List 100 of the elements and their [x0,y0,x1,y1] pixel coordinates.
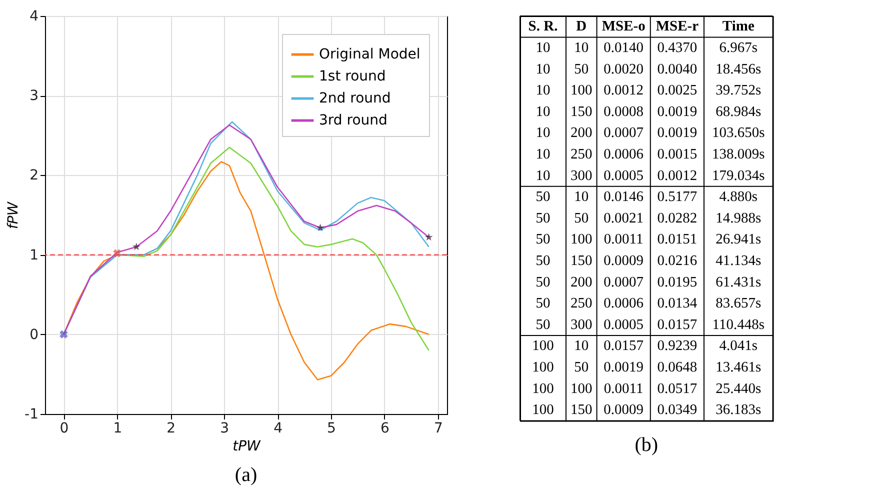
text: 0.0151 [657,232,698,248]
text: 0.0648 [657,359,698,376]
text: 0.0019 [604,359,644,376]
text: 0.0015 [657,146,698,162]
text: 10 [574,338,589,354]
text: 50 [536,232,550,248]
text: 41.134s [716,252,762,269]
x-axis-title: tPW [232,438,262,454]
y-tick-label: 3 [30,88,38,104]
legend-label: 2nd round [319,90,391,106]
text: 50 [536,210,550,226]
text: 100 [532,338,554,354]
text: 50 [574,61,589,78]
x-tick-label: 2 [166,420,176,436]
x-tick-label: 0 [60,420,69,436]
text: 83.657s [716,296,762,312]
text: 100 [532,402,554,418]
text: 0.0012 [604,82,644,99]
x-tick-label: 6 [380,420,390,436]
text: 179.034s [712,168,766,184]
text: 13.461s [716,359,762,376]
text: 25.440s [716,380,762,397]
text: 0.0011 [604,380,644,397]
text: 0.0019 [657,104,698,120]
legend-label: 3rd round [319,112,388,128]
text: 0.5177 [657,189,698,206]
text: 10 [536,104,550,120]
text: 0.0216 [657,252,698,269]
text: 50 [536,316,550,333]
text: 50 [574,359,589,376]
point [132,242,140,250]
text: 100 [570,380,592,397]
text: 0.0005 [604,316,644,333]
category-label: Time [722,18,755,35]
text: 4.880s [719,189,758,206]
legend-label: 1st round [319,68,386,84]
text: 10 [574,40,589,56]
text: 61.431s [716,274,762,290]
text: 0.0008 [604,104,644,120]
text: 300 [570,316,592,333]
text: 0.0146 [604,189,644,206]
text: 0.0006 [604,296,644,312]
y-tick-label: 1 [30,247,38,264]
text: 200 [570,274,592,290]
text: 4.041s [719,338,758,354]
point [60,330,68,339]
text: 0.0040 [657,61,698,78]
text: 100 [532,359,554,376]
x-tick-label: 3 [220,420,230,436]
text: 0.9239 [657,338,698,354]
text: 0.0019 [657,125,698,142]
point [424,233,433,241]
text: 0.0282 [657,210,698,226]
text: 0.0007 [604,125,644,142]
text: 0.0005 [604,168,644,184]
text: 50 [574,210,589,226]
text: 50 [536,189,550,206]
y-tick-label: -1 [24,406,38,422]
text: 200 [570,125,592,142]
text: 0.0025 [657,82,698,99]
text: 10 [536,168,550,184]
text: 0.0349 [657,402,698,418]
x-tick-label: 1 [113,420,122,436]
text: 0.0007 [604,274,644,290]
text: 150 [570,252,592,269]
y-tick-label: 4 [30,8,39,24]
text: 36.183s [716,402,762,418]
text: 50 [536,252,550,269]
text: 10 [536,125,550,142]
category-label: MSE-o [602,18,646,35]
text: 250 [570,146,592,162]
text: 300 [570,168,592,184]
text: 0.0009 [604,402,644,418]
text: 100 [570,232,592,248]
text: 100 [570,82,592,99]
x-tick-label: 4 [274,420,283,436]
text: 0.0195 [657,274,698,290]
text: 0.0006 [604,146,644,162]
text: 0.0009 [604,252,644,269]
text: 10 [536,61,550,78]
text: (b) [634,434,658,456]
category-label: MSE-r [656,18,700,35]
text: 0.0134 [657,296,698,312]
text: 18.456s [716,61,762,78]
text: 0.0140 [604,40,644,56]
text: 10 [574,189,589,206]
text: 0.0517 [657,380,698,397]
x-tick-label: 7 [434,420,443,436]
legend-label: Original Model [319,46,420,62]
text: 10 [536,82,550,99]
text: 0.0021 [604,210,644,226]
text: 10 [536,40,550,56]
text: 150 [570,104,592,120]
point [316,224,324,232]
text: 39.752s [716,82,762,99]
y-tick-label: 0 [30,326,38,343]
category-label: S. R. [528,18,558,35]
text: 68.984s [716,104,762,120]
y-tick-label: 2 [30,168,38,184]
text: 0.0157 [604,338,644,354]
